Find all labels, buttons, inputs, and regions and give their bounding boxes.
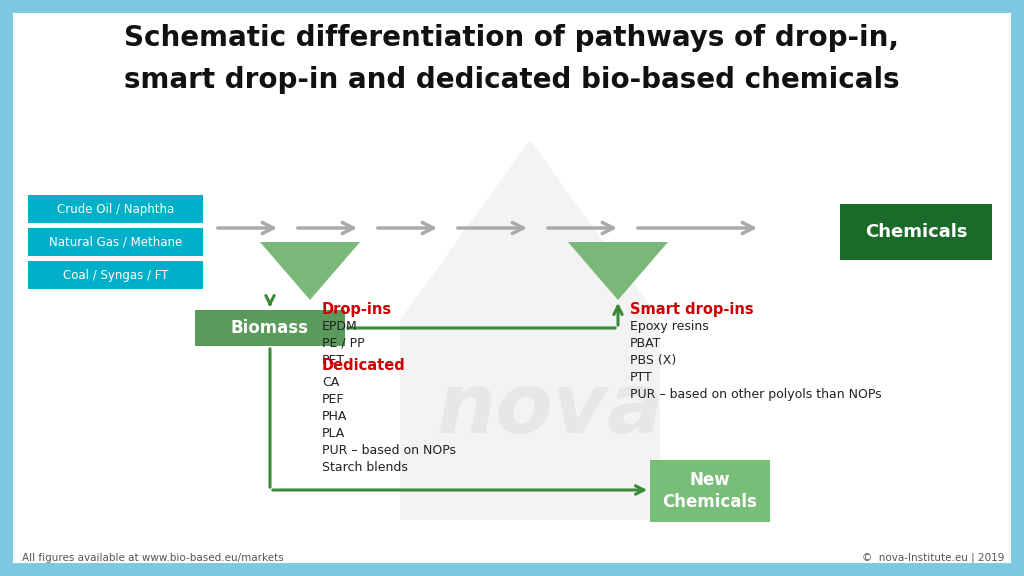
Text: Drop-ins: Drop-ins	[322, 302, 392, 317]
Text: Biomass: Biomass	[231, 319, 309, 337]
Text: PBAT: PBAT	[630, 337, 662, 350]
Text: PBS (X): PBS (X)	[630, 354, 676, 367]
Text: Crude Oil / Naphtha: Crude Oil / Naphtha	[57, 203, 174, 215]
Text: PLA: PLA	[322, 427, 345, 440]
Text: EPDM: EPDM	[322, 320, 357, 333]
FancyBboxPatch shape	[28, 228, 203, 256]
Text: PET: PET	[322, 354, 345, 367]
Polygon shape	[568, 242, 668, 300]
FancyBboxPatch shape	[840, 204, 992, 260]
FancyBboxPatch shape	[28, 261, 203, 289]
Polygon shape	[400, 140, 660, 520]
FancyBboxPatch shape	[28, 195, 203, 223]
Text: Coal / Syngas / FT: Coal / Syngas / FT	[62, 268, 168, 282]
Polygon shape	[260, 242, 360, 300]
Text: PEF: PEF	[322, 393, 344, 406]
Text: Natural Gas / Methane: Natural Gas / Methane	[49, 236, 182, 248]
FancyBboxPatch shape	[195, 310, 345, 346]
Text: PHA: PHA	[322, 410, 347, 423]
Text: ©  nova-Institute.eu | 2019: © nova-Institute.eu | 2019	[861, 553, 1004, 563]
Text: Dedicated: Dedicated	[322, 358, 406, 373]
Text: CA: CA	[322, 376, 339, 389]
Text: Starch blends: Starch blends	[322, 461, 408, 474]
Text: PTT: PTT	[630, 371, 652, 384]
Text: All figures available at www.bio-based.eu/markets: All figures available at www.bio-based.e…	[22, 553, 284, 563]
Text: Smart drop-ins: Smart drop-ins	[630, 302, 754, 317]
Text: PUR – based on other polyols than NOPs: PUR – based on other polyols than NOPs	[630, 388, 882, 401]
Text: nova: nova	[436, 369, 664, 450]
Text: PE / PP: PE / PP	[322, 337, 365, 350]
Text: Chemicals: Chemicals	[864, 223, 968, 241]
FancyBboxPatch shape	[650, 460, 770, 522]
Text: Epoxy resins: Epoxy resins	[630, 320, 709, 333]
Text: New
Chemicals: New Chemicals	[663, 471, 758, 511]
Text: Schematic differentiation of pathways of drop-in,: Schematic differentiation of pathways of…	[125, 24, 899, 52]
Text: smart drop-in and dedicated bio-based chemicals: smart drop-in and dedicated bio-based ch…	[124, 66, 900, 94]
Text: PUR – based on NOPs: PUR – based on NOPs	[322, 444, 456, 457]
